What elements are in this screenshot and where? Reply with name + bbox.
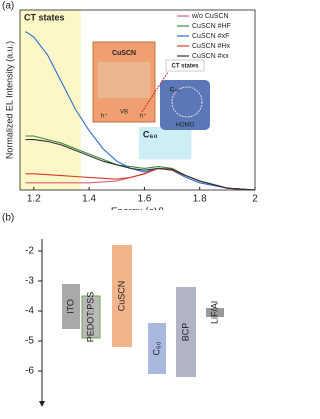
inset-label: HOMO: [176, 123, 195, 129]
panel-label: (b): [2, 213, 14, 224]
inset-label: C₆₀: [170, 88, 180, 94]
level-bar: [206, 308, 224, 317]
bar-label: CuSCN: [116, 281, 126, 312]
legend-label: CuSCN #xx: [192, 53, 229, 60]
y-tick-label: -6: [25, 366, 34, 377]
shaded-region: [138, 127, 192, 160]
annotation: C₆₀: [143, 129, 158, 139]
plot-frame: [19, 9, 256, 191]
legend-label: CuSCN #HF: [192, 23, 231, 30]
panel-a: (a) CT states C₆₀ CuSCN VB h⁺ h⁺ C₆₀ HOMO…: [2, 1, 258, 210]
legend-label: CuSCN #xF: [192, 33, 229, 40]
crystal: [98, 62, 150, 98]
bar-label: BCP: [180, 323, 190, 342]
inset-label: h⁺: [140, 113, 147, 120]
fullerene: [171, 86, 203, 118]
figure: (a) CT states C₆₀ CuSCN VB h⁺ h⁺ C₆₀ HOMO…: [2, 1, 258, 407]
inset-label: VB: [120, 110, 128, 116]
bar-label: LiF/Al: [209, 301, 219, 324]
level-bar: [62, 284, 80, 329]
y-tick-label: -5: [25, 336, 34, 347]
level-bar: [112, 245, 132, 347]
inset-label: h⁺: [101, 113, 108, 120]
x-tick-label: 1.6: [137, 194, 151, 205]
annotation: CT states: [24, 12, 65, 22]
panel-label: (a): [2, 1, 14, 12]
level-bar: [81, 295, 101, 339]
x-tick-label: 1.4: [82, 194, 96, 205]
y-axis-arrow: [39, 401, 45, 407]
x-tick-label: 1.8: [193, 194, 207, 205]
x-tick-label: 2: [252, 194, 258, 205]
series-line: [25, 31, 256, 191]
x-axis-label: Energy (eV): [111, 207, 164, 210]
inset-label: CT states: [171, 64, 199, 70]
bar-label: C₆₀: [151, 341, 161, 355]
panel-b: (b) -2 -3 -4 -5 -6 ITO PEDOT:PSS CuSCN C₆₀ BCP LiF…: [2, 213, 224, 407]
y-axis-label: Normalized EL Intensity (a.u.): [4, 41, 14, 159]
y-tick-label: -4: [25, 306, 34, 317]
c60-box: [160, 80, 210, 130]
level-bar: [148, 323, 166, 374]
shaded-region: [20, 10, 81, 190]
inset-label: CuSCN: [112, 50, 136, 57]
x-tick-label: 1.2: [27, 194, 41, 205]
y-tick-label: -2: [25, 246, 34, 257]
ct-box: [165, 59, 205, 72]
bar-label: PEDOT:PSS: [85, 292, 95, 343]
series-line: [25, 139, 256, 191]
level-bar: [176, 287, 196, 377]
legend-label: CuSCN #Hx: [192, 43, 231, 50]
inset: CuSCN VB h⁺ h⁺ C₆₀ HOMO CT states: [92, 41, 210, 130]
bar-label: ITO: [65, 299, 75, 314]
legend-label: w/o CuSCN: [191, 13, 229, 20]
y-tick-label: -3: [25, 276, 34, 287]
transfer-arrow: [141, 71, 169, 113]
